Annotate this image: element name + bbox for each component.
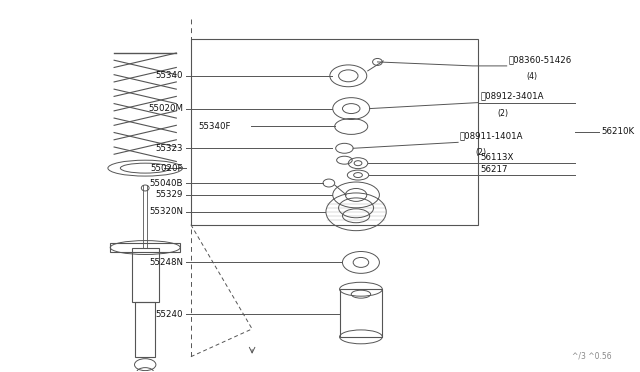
Text: 55323: 55323 (156, 144, 183, 153)
Bar (136, 302, 155, 357)
Text: Ⓝ08360-51426: Ⓝ08360-51426 (509, 55, 572, 64)
Text: Ⓝ08912-3401A: Ⓝ08912-3401A (481, 92, 544, 101)
Bar (110, 243, 180, 253)
Text: 55040B: 55040B (150, 179, 183, 187)
Text: (2): (2) (476, 148, 486, 157)
Text: ^/3 ^0.56: ^/3 ^0.56 (572, 352, 612, 361)
Bar (132, 247, 159, 302)
Text: 55329: 55329 (156, 190, 183, 199)
Text: 55240: 55240 (156, 310, 183, 318)
Text: (4): (4) (526, 72, 537, 81)
Text: 56113X: 56113X (481, 153, 514, 162)
Bar (340, 289, 382, 337)
Bar (191, 39, 477, 225)
Text: 55320N: 55320N (149, 207, 183, 216)
Text: Ⓝ08911-1401A: Ⓝ08911-1401A (460, 131, 524, 140)
Text: 56217: 56217 (481, 165, 508, 174)
Text: 55340F: 55340F (198, 122, 231, 131)
Text: 55020M: 55020M (148, 104, 183, 113)
Text: 55020F: 55020F (150, 164, 183, 173)
Text: 55340: 55340 (156, 71, 183, 80)
Text: (2): (2) (497, 109, 508, 118)
Text: 56210K: 56210K (601, 127, 634, 137)
Text: 55248N: 55248N (149, 258, 183, 267)
